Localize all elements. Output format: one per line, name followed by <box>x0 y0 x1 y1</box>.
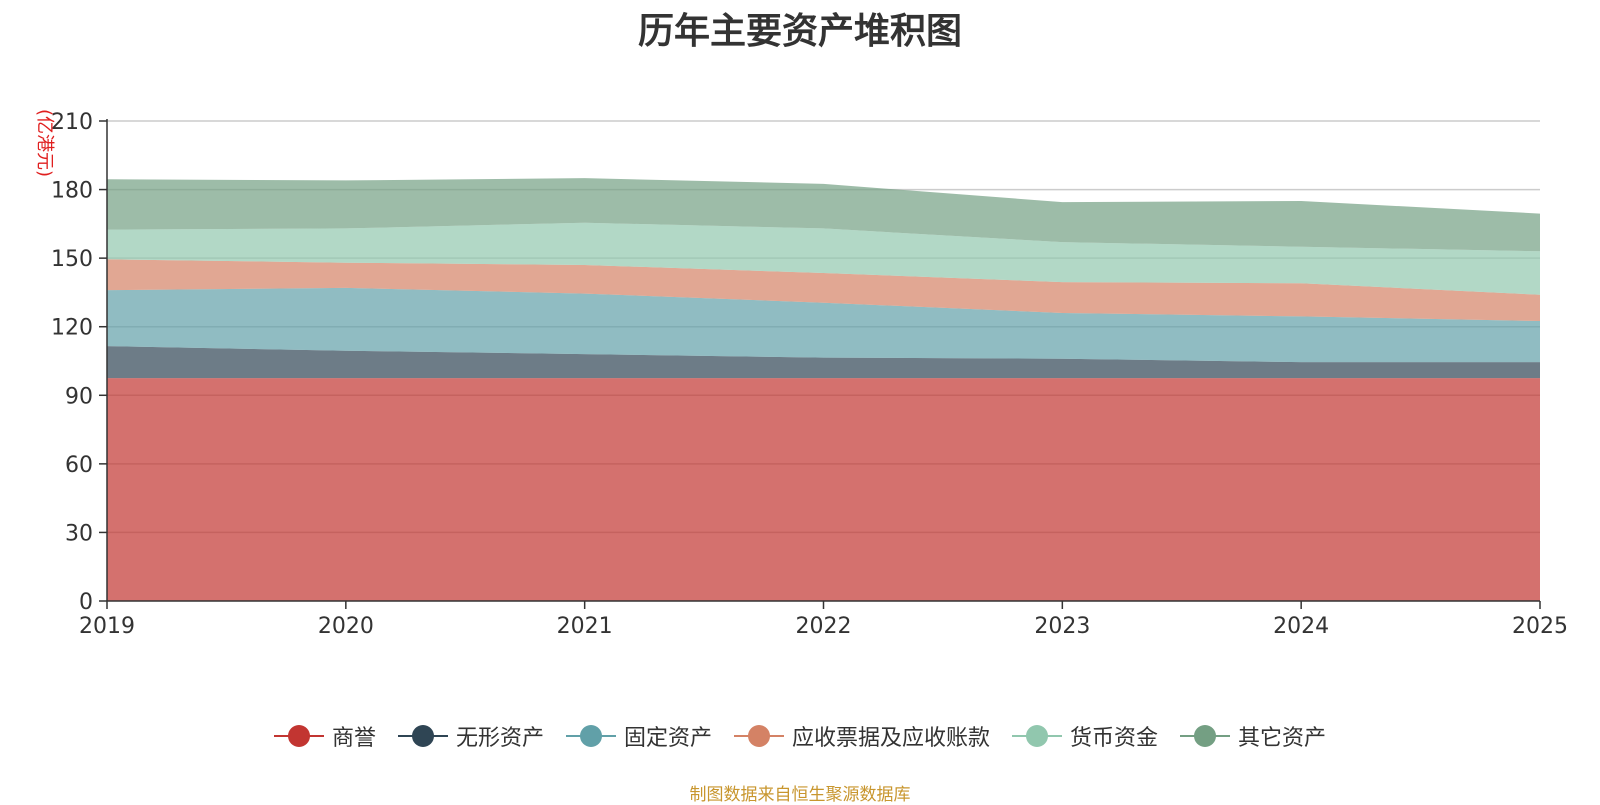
legend-item[interactable]: 固定资产 <box>565 720 712 752</box>
legend-swatch-icon <box>1012 724 1063 748</box>
legend-item[interactable]: 其它资产 <box>1180 720 1326 752</box>
legend-label: 无形资产 <box>455 726 544 751</box>
legend-label: 商誉 <box>331 726 376 751</box>
area-series-4[interactable] <box>107 222 1540 295</box>
area-series-2[interactable] <box>107 287 1540 363</box>
x-tick-label: 2023 <box>1034 614 1090 639</box>
area-series-0[interactable] <box>107 378 1540 601</box>
y-tick-label: 210 <box>51 110 93 135</box>
legend-swatch-icon <box>1180 724 1231 748</box>
area-series-3[interactable] <box>107 259 1540 321</box>
x-tick-label: 2021 <box>557 614 613 639</box>
x-tick-label: 2022 <box>796 614 852 639</box>
area-series-1[interactable] <box>107 346 1540 379</box>
legend-swatch-icon <box>565 724 616 748</box>
legend: 商誉 无形资产 固定资产 应收票据及应收账款 货币资金 其它资产 <box>0 720 1600 752</box>
legend-item[interactable]: 货币资金 <box>1012 720 1158 752</box>
axes <box>99 119 1541 609</box>
x-tick-label: 2025 <box>1512 614 1568 639</box>
legend-swatch-icon <box>734 724 784 748</box>
legend-label: 固定资产 <box>623 726 712 751</box>
y-tick-label: 180 <box>51 179 93 204</box>
source-note: 制图数据来自恒生聚源数据库 <box>689 785 911 805</box>
legend-label: 货币资金 <box>1070 726 1159 751</box>
y-tick-label: 0 <box>79 590 93 615</box>
y-tick-label: 120 <box>51 316 93 341</box>
area-series-5[interactable] <box>107 178 1540 252</box>
legend-item[interactable]: 应收票据及应收账款 <box>734 720 990 752</box>
y-tick-label: 90 <box>65 384 93 409</box>
area-series <box>107 178 1540 601</box>
x-tick-label: 2024 <box>1273 614 1329 639</box>
legend-label: 其它资产 <box>1238 726 1327 751</box>
legend-swatch-icon <box>273 724 324 748</box>
legend-item[interactable]: 商誉 <box>273 720 376 752</box>
tick-labels: 0 30 60 90 120 150 180 210 2019 2020 2021 2022 2023 2… <box>51 110 1568 639</box>
legend-label: 应收票据及应收账款 <box>792 726 991 751</box>
y-tick-label: 30 <box>65 521 93 546</box>
x-tick-label: 2019 <box>79 614 135 639</box>
x-tick-label: 2020 <box>318 614 374 639</box>
chart-title: 历年主要资产堆积图 <box>637 11 962 52</box>
y-tick-label: 150 <box>51 247 93 272</box>
legend-item[interactable]: 无形资产 <box>397 720 544 752</box>
legend-swatch-icon <box>397 724 448 748</box>
y-tick-label: 60 <box>65 453 93 478</box>
